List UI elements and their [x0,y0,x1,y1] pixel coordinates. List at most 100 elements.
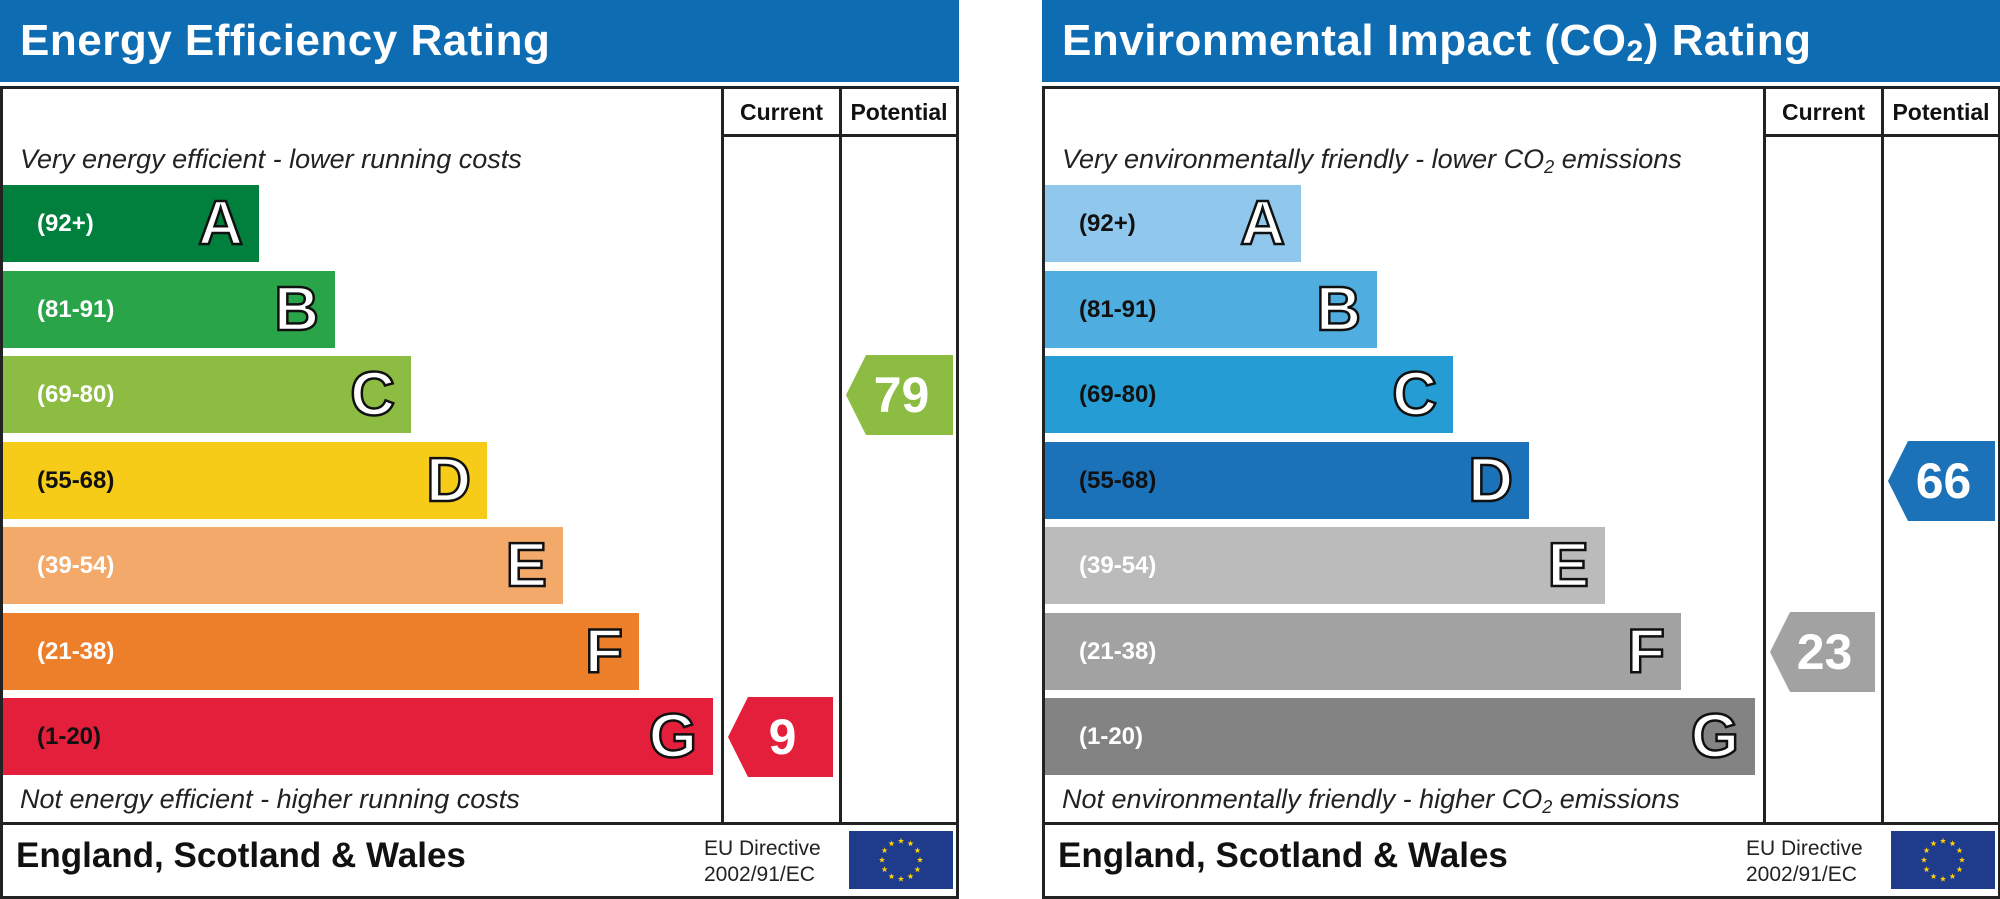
eu-star [1923,866,1930,873]
marker-arrow-shape [728,697,833,777]
eu-star [1949,873,1956,880]
column-divider [721,86,724,825]
band-f: (21-38) F [3,612,639,690]
column-header-current: Current [739,99,824,125]
footer-region: England, Scotland & Wales [1058,836,1508,875]
marker-arrow-shape [1770,611,1875,692]
band-range-label: (55-68) [37,466,115,494]
current-rating-value: 9 [768,709,797,765]
eu-directive-line2: 2002/91/EC [704,863,815,886]
band-b: (81-91) B [1045,270,1377,348]
eu-star [1956,866,1963,873]
band-range-label: (39-54) [1079,552,1157,579]
environmental-impact-panel: Environmental Impact (CO2) Rating Curren… [1042,0,2000,899]
band-letter: F [584,615,624,687]
marker-arrow [728,697,833,777]
eu-star [881,866,888,873]
band-range-label: (1-20) [1079,723,1144,750]
current-rating-marker: 9 [728,697,833,777]
eu-star [907,873,914,880]
band-letter: E [504,530,548,602]
eu-star [897,875,905,882]
column-header-divider [1763,134,2000,137]
footer-region: England, Scotland & Wales [16,836,466,875]
band-range-label: (92+) [1079,210,1136,237]
footer-divider [1042,822,2000,825]
band-letter: G [648,701,699,773]
band-d: (55-68) D [3,441,487,519]
eu-star [1956,847,1963,854]
column-divider [839,86,842,825]
eu-star [881,847,888,854]
eu-directive-text: EU Directive 2002/91/EC [1746,836,1863,888]
band-range-label: (69-80) [37,381,115,408]
band-a: (92+) A [3,185,259,262]
band-c: (69-80) C [1045,356,1453,433]
eu-star [1930,873,1937,880]
footer-divider [0,822,959,825]
eu-star [1939,837,1947,844]
band-letter: E [1546,530,1590,602]
band-range-label: (69-80) [1079,381,1157,408]
eu-directive-line1: EU Directive [1746,837,1863,860]
energy-efficiency-title: Energy Efficiency Rating [0,0,959,82]
bottom-caption: Not energy efficient - higher running co… [20,784,520,814]
eu-flag-icon [849,831,953,889]
band-range-label: (55-68) [1079,466,1157,494]
eu-star [907,840,914,847]
marker-arrow [1888,440,1995,521]
eu-directive-line2: 2002/91/EC [1746,863,1857,886]
eu-star [888,873,895,880]
current-rating-value: 23 [1796,623,1853,680]
band-range-label: (1-20) [37,723,102,750]
band-letter: C [1391,359,1438,431]
eu-star [1949,840,1956,847]
eu-flag-icon [1891,831,1995,889]
eu-directive-text: EU Directive 2002/91/EC [704,836,821,888]
column-divider [1763,86,1766,825]
band-range-label: (81-91) [37,295,115,323]
column-header-potential: Potential [1892,99,1990,125]
bottom-caption: Not environmentally friendly - higher CO… [1062,784,1680,817]
column-header-potential: Potential [850,99,948,125]
marker-arrow-shape [846,355,953,435]
eu-star [888,840,895,847]
eu-star [916,856,924,863]
band-f: (21-38) F [1045,612,1681,690]
top-caption: Very energy efficient - lower running co… [20,144,522,174]
eu-star [878,856,886,863]
band-g: (1-20) G [3,698,713,775]
band-range-label: (21-38) [37,637,115,665]
band-d: (55-68) D [1045,441,1529,519]
band-letter: G [1690,701,1741,773]
band-range-label: (39-54) [37,552,115,579]
energy-efficiency-panel: Energy Efficiency Rating Current Potenti… [0,0,959,899]
eu-star [914,847,921,854]
eu-star [1958,856,1966,863]
band-b: (81-91) B [3,270,335,348]
band-letter: C [349,359,396,431]
band-range-label: (92+) [37,210,94,237]
eu-star [897,837,905,844]
band-letter: D [1467,444,1514,516]
band-letter: A [1239,188,1286,260]
eu-star [1939,875,1947,882]
eu-directive-line1: EU Directive [704,837,821,860]
eu-star [914,866,921,873]
band-letter: B [1315,273,1362,345]
marker-arrow [846,355,953,435]
potential-rating-value: 79 [873,367,930,423]
environmental-impact-title: Environmental Impact (CO2) Rating [1042,0,2000,82]
band-range-label: (81-91) [1079,295,1157,323]
eu-star [1930,840,1937,847]
potential-rating-marker: 66 [1888,440,1995,521]
eu-star [1920,856,1928,863]
potential-rating-value: 66 [1915,452,1972,509]
column-header-divider [721,134,959,137]
column-header-current: Current [1781,99,1866,125]
potential-rating-marker: 79 [846,355,953,435]
band-a: (92+) A [1045,185,1301,262]
marker-arrow-shape [1888,440,1995,521]
band-c: (69-80) C [3,356,411,433]
band-letter: B [273,273,320,345]
